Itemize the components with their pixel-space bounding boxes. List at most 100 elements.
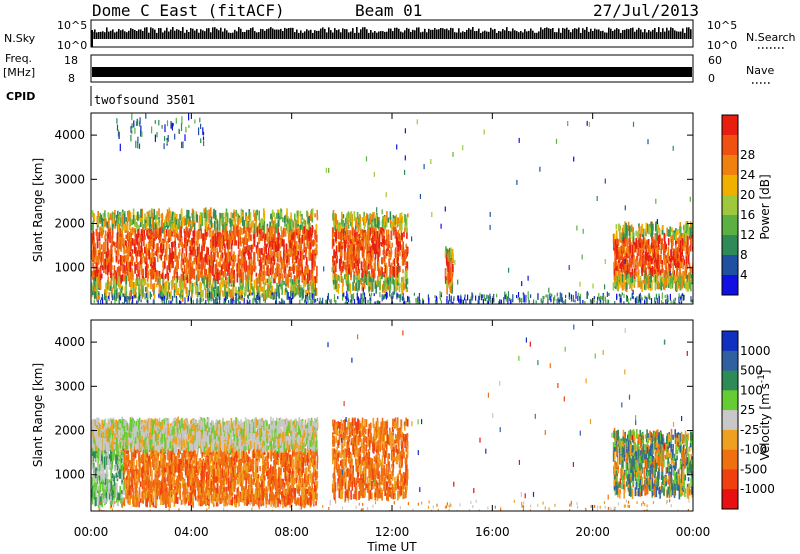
nsky-bar bbox=[210, 32, 212, 39]
power-echo bbox=[301, 266, 303, 277]
nsky-bar bbox=[674, 30, 676, 39]
power-echo bbox=[292, 222, 295, 228]
power-echo bbox=[579, 293, 581, 298]
power-echo bbox=[238, 292, 240, 300]
nsky-bar bbox=[402, 32, 404, 39]
power-echo bbox=[372, 213, 374, 221]
nsky-bar bbox=[528, 30, 530, 39]
power-echo bbox=[630, 248, 633, 256]
nsky-bar bbox=[518, 32, 520, 39]
power-echo bbox=[144, 257, 147, 263]
power-noise bbox=[608, 292, 610, 296]
power-echo bbox=[174, 133, 176, 140]
power-echo bbox=[401, 216, 404, 224]
power-noise bbox=[118, 292, 121, 296]
power-echo bbox=[633, 271, 635, 278]
nave-label: Nave bbox=[746, 64, 774, 77]
power-echo bbox=[217, 286, 219, 295]
power-echo bbox=[376, 280, 378, 289]
power-echo bbox=[628, 302, 630, 304]
power-echo bbox=[246, 244, 249, 255]
power-echo bbox=[279, 273, 281, 280]
power-echo bbox=[221, 213, 223, 219]
power-echo bbox=[388, 285, 390, 291]
power-echo bbox=[675, 250, 677, 260]
power-echo bbox=[600, 299, 602, 304]
power-echo bbox=[645, 222, 648, 231]
power-echo bbox=[628, 237, 631, 245]
power-echo bbox=[158, 286, 161, 292]
nsky-bar bbox=[280, 28, 282, 39]
nsky-bar bbox=[372, 32, 374, 39]
power-echo bbox=[620, 256, 623, 261]
nsky-bar bbox=[104, 32, 106, 39]
power-noise bbox=[213, 302, 215, 304]
power-echo bbox=[448, 252, 451, 263]
power-echo bbox=[110, 279, 112, 291]
power-echo bbox=[621, 228, 624, 234]
nsky-bar bbox=[626, 28, 628, 39]
power-echo bbox=[172, 222, 174, 230]
power-echo bbox=[640, 239, 643, 251]
power-echo bbox=[681, 238, 684, 247]
power-echo bbox=[120, 286, 123, 293]
power-echo bbox=[195, 240, 197, 246]
power-echo bbox=[97, 269, 100, 275]
power-echo bbox=[204, 218, 206, 226]
power-echo bbox=[143, 256, 146, 263]
power-echo bbox=[236, 227, 238, 236]
power-echo bbox=[299, 210, 302, 217]
nsky-bar bbox=[364, 27, 366, 39]
power-echo bbox=[289, 219, 291, 227]
power-echo bbox=[664, 249, 666, 261]
power-echo bbox=[644, 270, 646, 281]
power-noise bbox=[215, 297, 217, 301]
power-echo bbox=[630, 226, 633, 232]
power-echo bbox=[686, 245, 688, 252]
nsky-bar bbox=[666, 27, 668, 39]
power-echo bbox=[210, 216, 213, 228]
power-echo bbox=[631, 274, 634, 283]
power-echo bbox=[144, 293, 146, 300]
power-echo bbox=[660, 248, 662, 255]
power-echo bbox=[114, 297, 116, 304]
power-echo bbox=[298, 271, 301, 282]
power-echo bbox=[231, 234, 234, 246]
power-echo bbox=[126, 271, 128, 276]
nsky-bar bbox=[202, 30, 204, 39]
power-noise bbox=[181, 294, 183, 298]
power-echo bbox=[253, 236, 255, 247]
power-echo bbox=[446, 284, 448, 295]
power-echo bbox=[655, 257, 657, 266]
power-echo bbox=[150, 279, 152, 289]
power-echo bbox=[221, 238, 224, 244]
power-echo bbox=[375, 214, 377, 225]
nsky-bar bbox=[320, 28, 322, 39]
power-echo bbox=[685, 224, 688, 233]
power-echo bbox=[103, 215, 105, 220]
power-echo bbox=[635, 271, 638, 277]
power-echo bbox=[300, 242, 302, 247]
nsky-bar bbox=[226, 30, 228, 39]
power-echo bbox=[380, 267, 383, 273]
power-echo bbox=[135, 215, 138, 221]
power-echo bbox=[97, 210, 99, 220]
power-echo bbox=[248, 262, 251, 273]
power-echo bbox=[99, 265, 102, 276]
power-echo bbox=[311, 278, 313, 288]
power-echo bbox=[370, 253, 372, 259]
power-echo bbox=[270, 290, 272, 297]
power-echo bbox=[663, 233, 666, 244]
power-echo bbox=[312, 293, 314, 300]
power-echo bbox=[675, 282, 677, 291]
power-echo bbox=[383, 256, 386, 267]
nsky-bar bbox=[182, 27, 184, 39]
nsky-bar bbox=[134, 30, 136, 39]
nsky-bar bbox=[262, 29, 264, 39]
nsky-bar bbox=[350, 31, 352, 39]
power-noise bbox=[258, 296, 260, 300]
power-echo bbox=[629, 260, 632, 267]
power-echo bbox=[686, 221, 689, 232]
power-echo bbox=[681, 294, 683, 302]
power-echo bbox=[205, 288, 207, 299]
